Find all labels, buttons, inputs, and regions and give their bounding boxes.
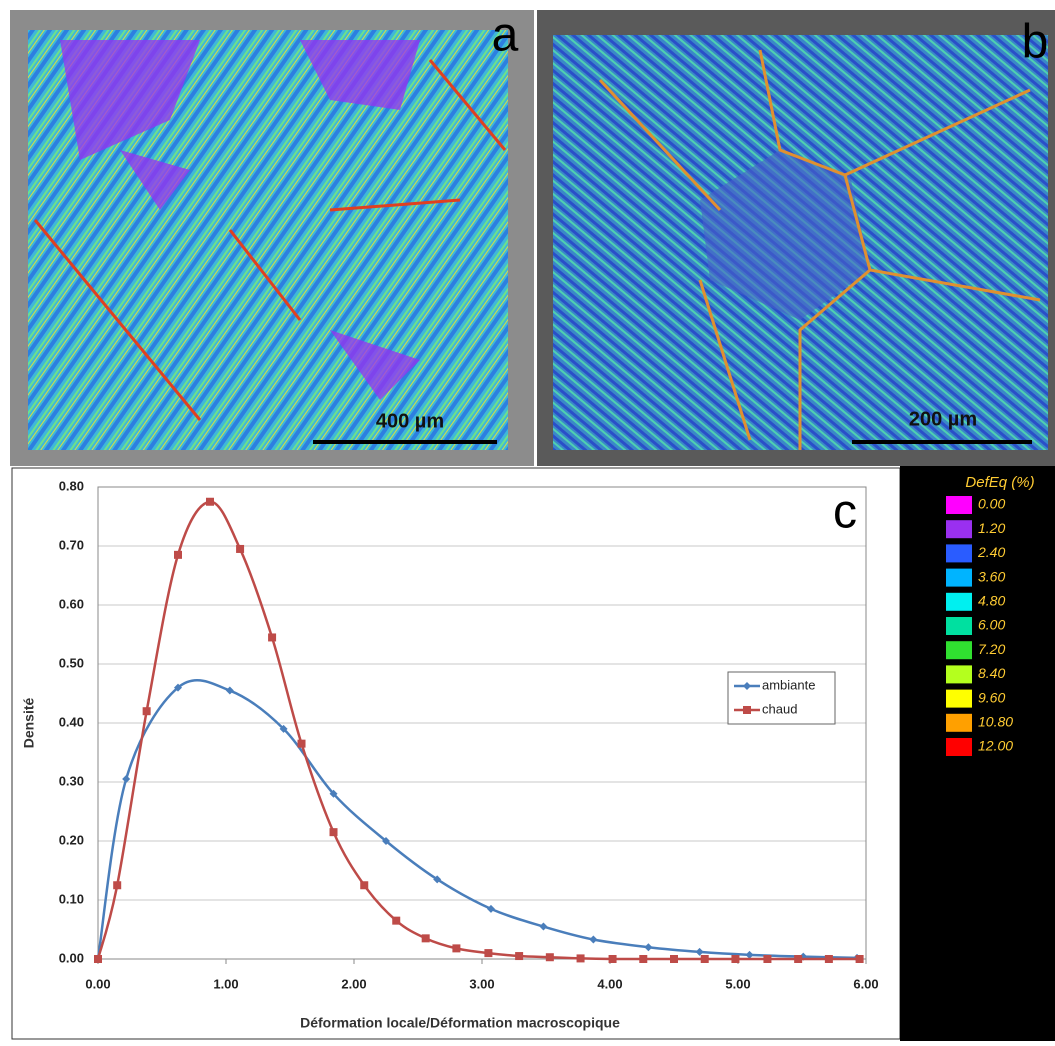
x-tick-label: 3.00 bbox=[469, 976, 494, 991]
color-scale-label: 0.00 bbox=[978, 496, 1005, 512]
color-swatch bbox=[946, 665, 972, 684]
point bbox=[174, 550, 182, 559]
legend-box bbox=[727, 671, 836, 725]
point bbox=[142, 707, 151, 716]
legend-label: ambiante bbox=[762, 677, 815, 692]
grain-boundary bbox=[598, 49, 1041, 450]
point bbox=[329, 789, 338, 798]
point bbox=[576, 954, 585, 963]
point bbox=[206, 497, 214, 506]
point bbox=[608, 955, 617, 963]
x-tick-label: 2.00 bbox=[341, 976, 366, 991]
color-swatch bbox=[946, 568, 972, 587]
color-swatch bbox=[946, 641, 972, 660]
y-tick-label: 0.80 bbox=[59, 478, 84, 493]
y-tick-label: 0.50 bbox=[59, 655, 84, 670]
point bbox=[452, 944, 461, 953]
panel-label: a bbox=[492, 9, 519, 62]
x-tick-label: 1.00 bbox=[213, 976, 238, 991]
color-scale-label: 2.40 bbox=[977, 544, 1005, 560]
point bbox=[644, 943, 653, 952]
series-line bbox=[96, 500, 860, 961]
color-swatch bbox=[946, 520, 972, 539]
point bbox=[670, 955, 678, 963]
panel-label: c bbox=[833, 486, 857, 539]
color-scale-label: 1.20 bbox=[978, 520, 1005, 536]
point bbox=[486, 904, 495, 913]
point bbox=[236, 544, 245, 553]
point bbox=[639, 955, 648, 963]
point bbox=[515, 952, 524, 961]
color-swatch bbox=[946, 738, 972, 756]
point bbox=[539, 922, 548, 931]
point bbox=[392, 916, 401, 925]
y-tick-label: 0.10 bbox=[59, 891, 84, 906]
scale-bar-label: 200 µm bbox=[909, 408, 977, 430]
color-scale-label: 6.00 bbox=[978, 617, 1005, 633]
grain-boundary bbox=[33, 59, 507, 421]
point bbox=[122, 775, 131, 784]
point bbox=[421, 934, 430, 943]
point bbox=[382, 837, 390, 845]
color-scale-label: 4.80 bbox=[978, 593, 1005, 609]
y-tick-label: 0.60 bbox=[59, 596, 84, 611]
point bbox=[824, 955, 833, 963]
x-axis-label: Déformation locale/Déformation macroscop… bbox=[300, 1015, 620, 1031]
point bbox=[113, 881, 122, 890]
color-scale-label: 8.40 bbox=[978, 665, 1005, 681]
color-scale-label: 7.20 bbox=[978, 641, 1005, 657]
color-scale-label: 10.80 bbox=[978, 714, 1013, 730]
x-tick-label: 4.00 bbox=[597, 976, 622, 991]
point bbox=[329, 828, 338, 837]
point bbox=[695, 947, 704, 956]
color-swatch bbox=[946, 592, 972, 611]
y-tick-label: 0.30 bbox=[59, 773, 84, 788]
point bbox=[731, 955, 740, 963]
point bbox=[589, 935, 598, 944]
point bbox=[545, 953, 554, 962]
point bbox=[794, 955, 803, 963]
point bbox=[700, 955, 709, 963]
color-scale-label: 9.60 bbox=[978, 689, 1005, 705]
color-swatch bbox=[946, 617, 972, 635]
micrograph-region bbox=[60, 40, 420, 400]
x-tick-label: 6.00 bbox=[853, 976, 878, 991]
legend-marker bbox=[743, 682, 751, 690]
micrograph-region bbox=[700, 150, 870, 320]
point bbox=[763, 955, 772, 963]
point bbox=[225, 686, 234, 695]
legend-marker bbox=[743, 706, 751, 714]
y-axis-label: Densité bbox=[21, 698, 37, 749]
point bbox=[279, 724, 288, 733]
scale-bar-label: 400 µm bbox=[376, 410, 444, 432]
x-tick-label: 5.00 bbox=[725, 976, 750, 991]
y-tick-label: 0.00 bbox=[59, 950, 84, 965]
point bbox=[94, 955, 102, 963]
chart-frame bbox=[11, 467, 901, 1040]
point bbox=[855, 955, 864, 963]
color-swatch bbox=[946, 713, 972, 732]
point bbox=[268, 633, 277, 642]
point bbox=[484, 949, 493, 958]
x-tick-label: 0.00 bbox=[85, 976, 110, 991]
point bbox=[433, 875, 442, 884]
color-scale-label: 3.60 bbox=[978, 568, 1005, 584]
point bbox=[297, 739, 306, 748]
color-swatch bbox=[946, 689, 972, 708]
point bbox=[174, 683, 182, 692]
series-line bbox=[96, 678, 858, 960]
color-scale-label: 12.00 bbox=[978, 738, 1013, 754]
panel-label: b bbox=[1022, 16, 1049, 69]
point bbox=[745, 950, 754, 959]
y-tick-label: 0.70 bbox=[59, 537, 84, 552]
y-tick-label: 0.40 bbox=[59, 714, 84, 729]
color-scale-title: DefEq (%) bbox=[965, 474, 1034, 491]
y-tick-label: 0.20 bbox=[59, 832, 84, 847]
color-swatch bbox=[946, 544, 972, 563]
color-swatch bbox=[946, 496, 972, 514]
color-scale-background bbox=[900, 466, 1055, 1041]
point bbox=[360, 881, 369, 890]
legend-label: chaud bbox=[762, 701, 797, 716]
